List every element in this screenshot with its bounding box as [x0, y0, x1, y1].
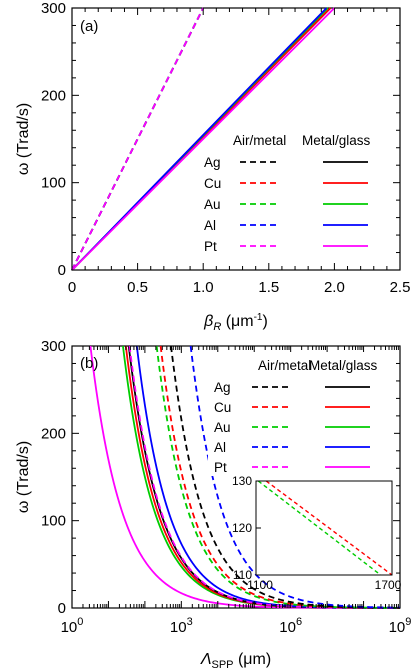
legend-background — [208, 352, 394, 476]
inset-y-tick-label: 110 — [233, 568, 252, 582]
y-tick-label: 200 — [41, 87, 66, 104]
y-tick-label: 200 — [41, 425, 66, 442]
panel-b-frame — [71, 345, 401, 609]
panel-b-x-unit: (μm) — [234, 651, 272, 668]
legend-header-metal-glass: Metal/glass — [302, 133, 371, 148]
inset-background — [256, 481, 392, 575]
inset-ticks: 110 120 130 1100 1700 — [232, 474, 402, 592]
inset-series-au — [257, 480, 382, 576]
panel-a-lines — [71, 7, 336, 271]
x-tick-label: 106 — [279, 616, 302, 636]
panel-a-x-unit: (μm — [221, 313, 253, 330]
panel-b-x-subscript: SPP — [212, 659, 234, 671]
y-tick-label: 0 — [58, 262, 66, 279]
panel-a-legend: Air/metal Metal/glass Ag Cu Au Al Pt — [204, 133, 371, 254]
legend-label-ag: Ag — [214, 380, 231, 395]
inset-lines — [257, 480, 393, 576]
curve-pt-air-metal — [128, 345, 400, 609]
panel-b-x-symbol: Λ — [200, 651, 212, 668]
x-tick-label: 100 — [61, 616, 84, 636]
x-tick-label: 1.5 — [258, 279, 279, 296]
panel-b-inset: 110 120 130 1100 1700 — [232, 474, 402, 592]
series-pt-metal-glass — [71, 7, 336, 271]
y-tick-label: 100 — [41, 175, 66, 192]
legend-label-pt: Pt — [204, 239, 217, 254]
y-tick-label: 300 — [41, 338, 66, 355]
legend-header-air-metal: Air/metal — [258, 358, 311, 373]
legend-header-air-metal: Air/metal — [233, 133, 286, 148]
legend-label-al: Al — [204, 218, 216, 233]
y-tick-label: 100 — [41, 513, 66, 530]
x-tick-label: 1.0 — [193, 279, 214, 296]
panel-a-x-symbol: β — [203, 313, 213, 330]
x-tick-label: 0.5 — [127, 279, 148, 296]
legend-label-pt: Pt — [214, 460, 227, 475]
x-tick-label: 109 — [389, 616, 412, 636]
panel-a-label: (a) — [80, 18, 98, 35]
panel-b-x-axis-label: ΛSPP (μm) — [200, 651, 271, 671]
legend-label-ag: Ag — [204, 155, 221, 170]
panel-a-x-axis-label: βR (μm-1) — [203, 312, 268, 333]
panel-a-x-unit-close: ) — [263, 313, 268, 330]
legend-label-au: Au — [214, 420, 231, 435]
legend-label-cu: Cu — [214, 400, 231, 415]
x-tick-label: 0 — [68, 279, 76, 296]
panel-a-ticks: 0 0.5 1.0 1.5 2.0 2.5 0 100 200 300 — [41, 0, 410, 296]
panel-a-y-axis-label: ω (Trad/s) — [15, 103, 32, 175]
panel-a-x-unit-exp: -1 — [254, 312, 263, 323]
panel-a-x-subscript: R — [213, 321, 221, 333]
panel-a: 0 0.5 1.0 1.5 2.0 2.5 0 100 200 300 (a) ω (Trad/s… — [15, 0, 410, 333]
series-al-metal-glass — [71, 7, 328, 271]
y-tick-label: 0 — [58, 600, 66, 617]
inset-x-tick-label: 1100 — [247, 578, 273, 592]
inset-y-tick-label: 120 — [232, 521, 252, 535]
legend-label-cu: Cu — [204, 176, 221, 191]
panel-b-y-axis-label: ω (Trad/s) — [15, 441, 32, 513]
y-tick-label: 300 — [41, 0, 66, 17]
x-tick-label: 103 — [170, 616, 193, 636]
legend-label-al: Al — [214, 440, 226, 455]
x-tick-label: 2.5 — [390, 279, 411, 296]
series-pt-air-metal — [71, 7, 205, 271]
panel-a-frame — [71, 7, 401, 271]
inset-series-cu — [265, 480, 393, 576]
legend-header-metal-glass: Metal/glass — [309, 358, 378, 373]
legend-label-au: Au — [204, 197, 221, 212]
inset-y-tick-label: 130 — [232, 474, 252, 488]
inset-x-tick-label: 1700 — [375, 578, 402, 592]
panel-b-label: (b) — [80, 355, 98, 372]
x-tick-label: 2.0 — [324, 279, 345, 296]
